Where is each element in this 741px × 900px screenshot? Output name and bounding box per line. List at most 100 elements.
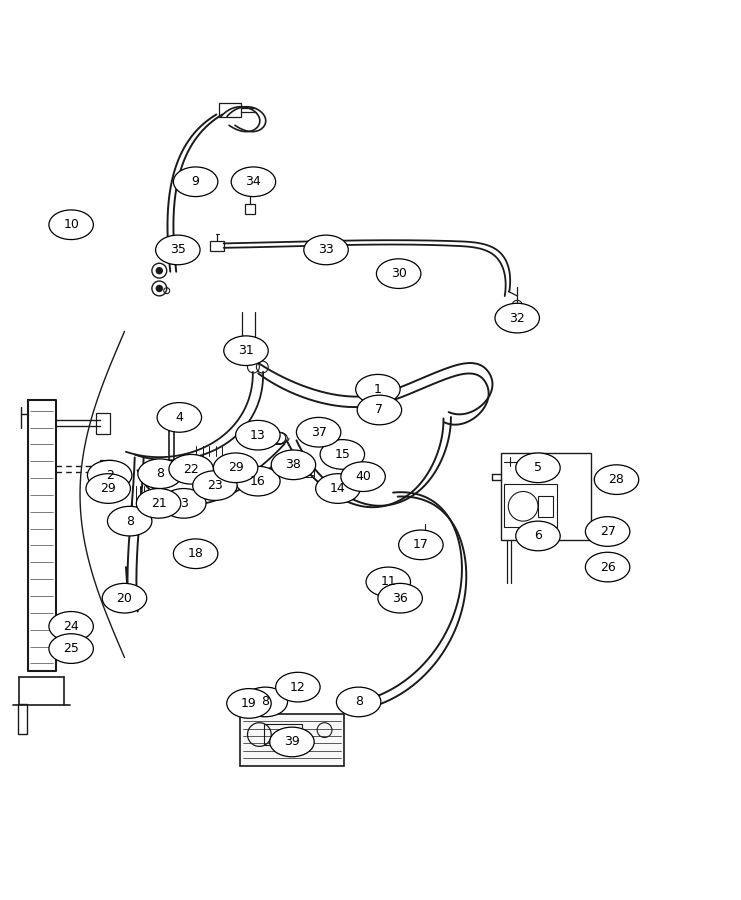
Text: 11: 11 [380, 575, 396, 589]
Text: 32: 32 [509, 311, 525, 325]
Bar [504, 484, 557, 527]
Ellipse shape [357, 395, 402, 425]
Ellipse shape [213, 453, 258, 482]
Text: 17: 17 [413, 538, 429, 552]
Text: 8: 8 [262, 696, 269, 708]
Ellipse shape [320, 439, 365, 469]
Bar [230, 462, 243, 471]
Ellipse shape [173, 166, 218, 196]
Ellipse shape [87, 461, 132, 490]
Text: 31: 31 [238, 344, 254, 357]
Bar [264, 724, 302, 745]
Text: 38: 38 [285, 458, 302, 472]
Bar [240, 714, 344, 766]
Ellipse shape [86, 473, 130, 503]
Text: 6: 6 [534, 529, 542, 543]
Bar [301, 462, 314, 477]
Ellipse shape [378, 583, 422, 613]
Text: 5: 5 [534, 462, 542, 474]
Text: 24: 24 [63, 620, 79, 633]
Text: 2: 2 [106, 469, 113, 482]
Text: 34: 34 [245, 176, 262, 188]
Ellipse shape [49, 210, 93, 239]
Ellipse shape [585, 553, 630, 582]
Text: 1: 1 [374, 382, 382, 396]
Bar [245, 204, 255, 214]
Ellipse shape [516, 521, 560, 551]
Ellipse shape [376, 259, 421, 289]
Text: 29: 29 [100, 482, 116, 495]
Text: 35: 35 [170, 243, 186, 256]
Text: 28: 28 [608, 473, 625, 486]
Text: 15: 15 [334, 448, 350, 461]
Ellipse shape [276, 672, 320, 702]
Circle shape [156, 284, 163, 292]
Ellipse shape [49, 611, 93, 641]
Ellipse shape [594, 464, 639, 494]
Text: 36: 36 [392, 591, 408, 605]
Ellipse shape [316, 473, 360, 503]
Ellipse shape [341, 462, 385, 491]
Ellipse shape [162, 489, 206, 518]
Text: 19: 19 [241, 697, 257, 710]
Bar [100, 461, 113, 482]
Text: 10: 10 [63, 218, 79, 231]
Ellipse shape [271, 450, 316, 480]
Ellipse shape [136, 489, 181, 518]
Text: 30: 30 [391, 267, 407, 280]
Ellipse shape [270, 727, 314, 757]
Ellipse shape [495, 303, 539, 333]
Text: 25: 25 [63, 642, 79, 655]
Text: 4: 4 [176, 411, 183, 424]
Text: 13: 13 [250, 428, 266, 442]
Ellipse shape [296, 418, 341, 447]
Bar [184, 493, 203, 507]
Ellipse shape [231, 166, 276, 196]
Text: 3: 3 [180, 497, 187, 510]
Text: 8: 8 [156, 467, 164, 481]
Ellipse shape [138, 459, 182, 489]
Text: 14: 14 [330, 482, 346, 495]
Text: 29: 29 [227, 462, 244, 474]
Bar [219, 104, 241, 116]
Ellipse shape [366, 567, 411, 597]
Ellipse shape [102, 583, 147, 613]
Ellipse shape [169, 454, 213, 484]
Ellipse shape [356, 374, 400, 404]
Text: 26: 26 [599, 561, 616, 573]
Ellipse shape [516, 453, 560, 482]
Text: 22: 22 [183, 463, 199, 476]
Text: 39: 39 [284, 735, 300, 749]
Text: 27: 27 [599, 525, 616, 538]
Bar [292, 681, 308, 693]
Ellipse shape [173, 539, 218, 569]
Ellipse shape [224, 336, 268, 365]
Ellipse shape [336, 687, 381, 716]
Text: 40: 40 [355, 470, 371, 483]
Text: 20: 20 [116, 591, 133, 605]
Text: 33: 33 [318, 243, 334, 256]
Text: 37: 37 [310, 426, 327, 438]
Text: 21: 21 [150, 497, 167, 510]
Ellipse shape [49, 634, 93, 663]
Text: 7: 7 [376, 403, 383, 417]
Circle shape [516, 304, 519, 307]
Ellipse shape [304, 235, 348, 265]
Bar [96, 413, 110, 434]
Ellipse shape [107, 507, 152, 536]
Bar [210, 241, 224, 251]
Ellipse shape [236, 420, 280, 450]
Bar [501, 453, 591, 540]
Text: 23: 23 [207, 479, 223, 492]
Bar [166, 418, 177, 427]
Text: 8: 8 [355, 696, 362, 708]
Circle shape [344, 448, 350, 454]
Ellipse shape [157, 402, 202, 432]
Ellipse shape [399, 530, 443, 560]
Circle shape [156, 267, 163, 274]
Text: 8: 8 [126, 515, 133, 527]
Ellipse shape [193, 471, 237, 500]
Text: 18: 18 [187, 547, 204, 560]
Bar [175, 499, 188, 508]
Ellipse shape [585, 517, 630, 546]
